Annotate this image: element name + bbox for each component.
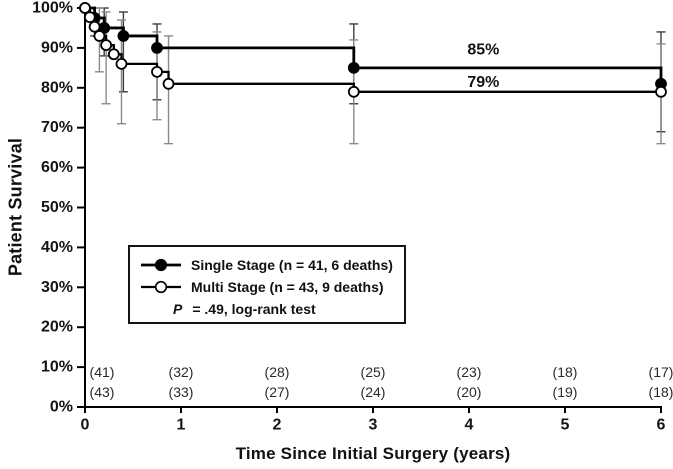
at-risk-multi-stage: (19) [553,384,578,400]
filled-circle-marker-icon [141,258,181,272]
y-tick-label: 10% [41,359,73,376]
error-bars-multi-stage [94,7,666,145]
legend-stat-note: P = .49, log-rank test [140,298,404,320]
at-risk-single-stage: (32) [169,364,194,380]
p-value-symbol: P [173,301,183,317]
x-tick-label: 4 [465,417,474,434]
survival-rate-label: 85% [467,41,499,58]
y-tick-label: 0% [50,399,73,416]
y-axis-title: Patient Survival [5,137,26,277]
y-tick-label: 30% [41,279,73,296]
filled-circle-marker [151,42,163,54]
y-tick-label: 100% [32,0,73,17]
y-tick-label: 40% [41,239,73,256]
x-tick-label: 0 [81,417,90,434]
legend-box: Single Stage (n = 41, 6 deaths) Multi St… [128,245,406,324]
legend-label-multi-stage: Multi Stage (n = 43, 9 deaths) [191,279,384,295]
at-risk-single-stage: (25) [361,364,386,380]
x-tick-label: 5 [561,417,570,434]
open-circle-marker [93,30,106,42]
y-tick-label: 70% [41,119,73,136]
at-risk-multi-stage: (43) [90,384,115,400]
legend-item-single-stage: Single Stage (n = 41, 6 deaths) [140,254,404,276]
at-risk-multi-stage: (24) [361,384,386,400]
at-risk-single-stage: (18) [553,364,578,380]
x-tick-label: 6 [657,417,666,434]
at-risk-multi-stage: (27) [265,384,290,400]
legend-item-multi-stage: Multi Stage (n = 43, 9 deaths) [140,276,404,298]
y-tick-label: 90% [41,39,73,56]
at-risk-single-stage: (17) [649,364,673,380]
at-risk-single-stage: (28) [265,364,290,380]
y-tick-label: 60% [41,159,73,176]
at-risk-single-stage: (41) [90,364,115,380]
p-value-text: = .49, log-rank test [192,301,316,317]
open-circle-marker [655,85,667,98]
at-risk-multi-stage: (33) [169,384,194,400]
at-risk-single-stage: (23) [457,364,482,380]
open-circle-marker [107,48,120,61]
open-circle-marker [100,39,113,52]
y-tick-label: 20% [41,319,73,336]
open-circle-marker [115,57,128,70]
open-circle-marker [79,2,91,14]
markers-multi-stage [79,2,667,98]
open-circle-marker [88,20,101,33]
error-bars-single-stage [90,7,666,133]
filled-circle-marker [117,30,130,42]
open-circle-marker [83,11,96,24]
legend-label-single-stage: Single Stage (n = 41, 6 deaths) [191,257,393,273]
km-step-line-single-stage [85,6,663,84]
x-tick-label: 1 [177,417,186,434]
x-tick-label: 3 [369,417,378,434]
at-risk-multi-stage: (18) [649,384,673,400]
y-tick-label: 80% [41,79,73,96]
x-tick-label: 2 [273,417,282,434]
survival-rate-label: 79% [467,74,499,91]
open-circle-marker [151,65,163,78]
y-tick-label: 50% [41,199,73,216]
open-circle-marker [162,77,175,90]
x-axis-title: Time Since Initial Surgery (years) [235,444,511,463]
at-risk-multi-stage: (20) [457,384,482,400]
open-circle-marker-icon [141,280,181,294]
open-circle-marker [347,85,360,98]
filled-circle-marker [347,61,360,74]
